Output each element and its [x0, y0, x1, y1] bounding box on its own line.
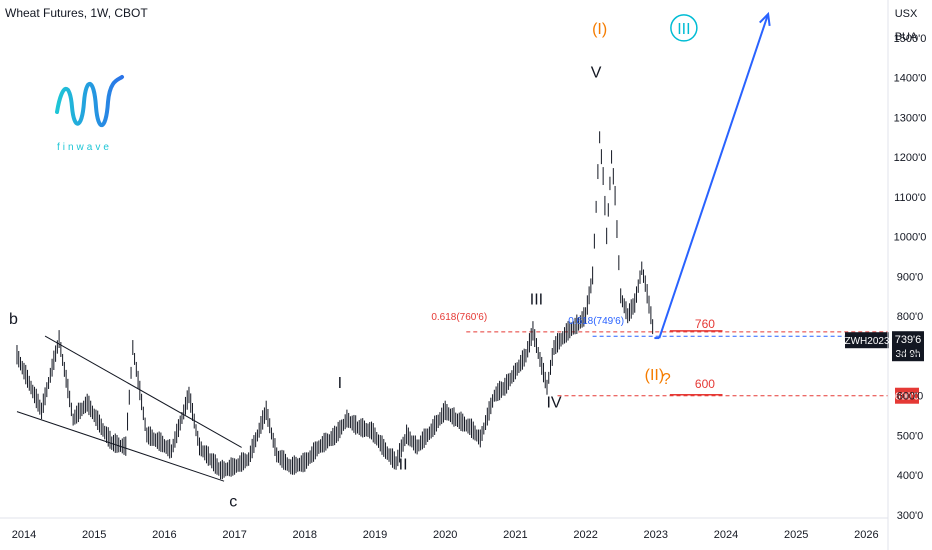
x-tick-label: 2017	[222, 529, 246, 541]
wave-label: 760	[695, 317, 715, 331]
y-tick-label: 600'0	[897, 391, 924, 403]
price-tag-bg	[892, 331, 924, 362]
wave-label: V	[591, 65, 602, 82]
y-tick-label: 1100'0	[894, 192, 926, 204]
x-tick-label: 2019	[363, 529, 387, 541]
wave-label: III	[677, 21, 690, 38]
wave-label: I	[338, 375, 342, 392]
wave-label: 0.618(749'6)	[568, 316, 624, 327]
y-tick-label: 1000'0	[894, 232, 927, 244]
y-tick-label: 700'0	[897, 351, 924, 363]
x-tick-label: 2015	[82, 529, 106, 541]
y-tick-label: 1400'0	[894, 73, 927, 85]
wave-label: 600	[695, 377, 715, 391]
x-tick-label: 2020	[433, 529, 457, 541]
wave-label: (I)	[592, 21, 607, 38]
y-tick-label: 400'0	[897, 470, 924, 482]
y-tick-label: 500'0	[897, 430, 924, 442]
y-tick-label: 900'0	[897, 271, 924, 283]
wave-label: 0.618(760'6)	[431, 312, 487, 323]
symbol-tag-bg	[845, 332, 889, 349]
x-tick-label: 2023	[644, 529, 668, 541]
x-tick-label: 2014	[12, 529, 36, 541]
x-tick-label: 2022	[573, 529, 597, 541]
x-tick-label: 2021	[503, 529, 527, 541]
y-tick-label: 800'0	[897, 311, 924, 323]
level-tag: 600'0	[895, 392, 920, 403]
wave-circle	[670, 14, 698, 42]
chart-title: Wheat Futures, 1W, CBOT	[5, 6, 148, 20]
finwave-logo-icon	[52, 72, 132, 157]
wave-label: c	[229, 493, 237, 510]
currency-label: USX	[895, 8, 918, 20]
y-tick-label: 300'0	[897, 510, 924, 522]
forecast-arrow	[658, 13, 770, 339]
x-tick-label: 2025	[784, 529, 808, 541]
y-tick-label: 1300'0	[894, 112, 927, 124]
x-tick-label: 2016	[152, 529, 176, 541]
logo-wordmark: finwave	[57, 142, 112, 153]
price-tag: 739'6	[895, 334, 922, 346]
y-tick-label: 1500'0	[894, 33, 927, 45]
wave-label: III	[530, 291, 543, 308]
y-tick-label: 1200'0	[894, 152, 927, 164]
symbol-tag: ZWH2023	[844, 336, 889, 347]
trendline	[44, 335, 242, 448]
wave-label: ?	[662, 371, 671, 388]
wave-label: IV	[546, 395, 561, 412]
wave-label: II	[399, 456, 408, 473]
forecast-arrowhead	[759, 11, 771, 27]
x-tick-label: 2018	[293, 529, 317, 541]
unit-label: BUA	[895, 31, 918, 43]
countdown-tag: 3d 9h	[895, 349, 920, 360]
x-tick-label: 2026	[854, 529, 878, 541]
x-tick-label: 2024	[714, 529, 738, 541]
wave-label: b	[9, 311, 18, 328]
level-tag-bg	[895, 387, 919, 404]
wave-label: (II)	[645, 367, 665, 384]
